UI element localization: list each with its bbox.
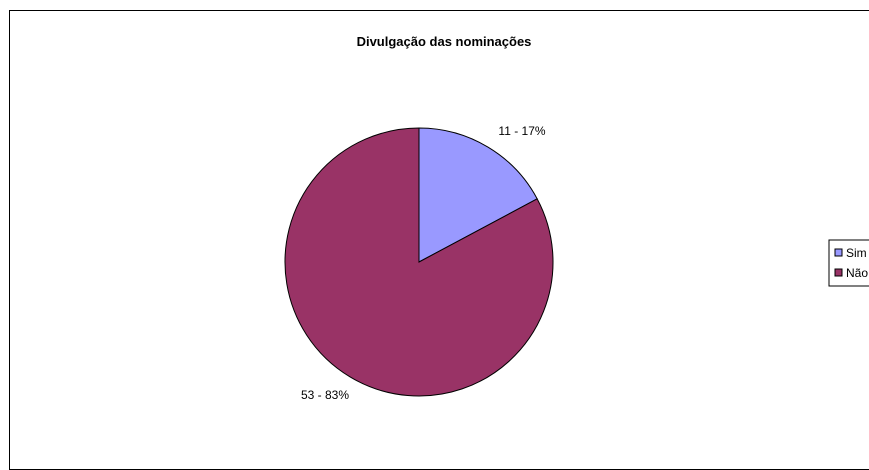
legend-box [828, 239, 869, 287]
pie-slices [284, 127, 554, 397]
pie-chart: Divulgação das nominações 11 - 17% 53 - 8… [284, 34, 869, 402]
data-labels: 11 - 17% 53 - 83% [301, 124, 546, 402]
legend: Sim Não [828, 239, 869, 287]
data-label-0: 11 - 17% [498, 124, 545, 138]
legend-swatch-1 [834, 268, 843, 277]
legend-label-1: Não [846, 266, 868, 280]
legend-swatch-0 [834, 248, 843, 257]
chart-title: Divulgação das nominações [357, 34, 532, 49]
data-label-1: 53 - 83% [301, 388, 349, 402]
pie-slice-nao [284, 127, 554, 397]
legend-label-0: Sim [846, 246, 867, 260]
pie-slice-sim [418, 127, 538, 263]
